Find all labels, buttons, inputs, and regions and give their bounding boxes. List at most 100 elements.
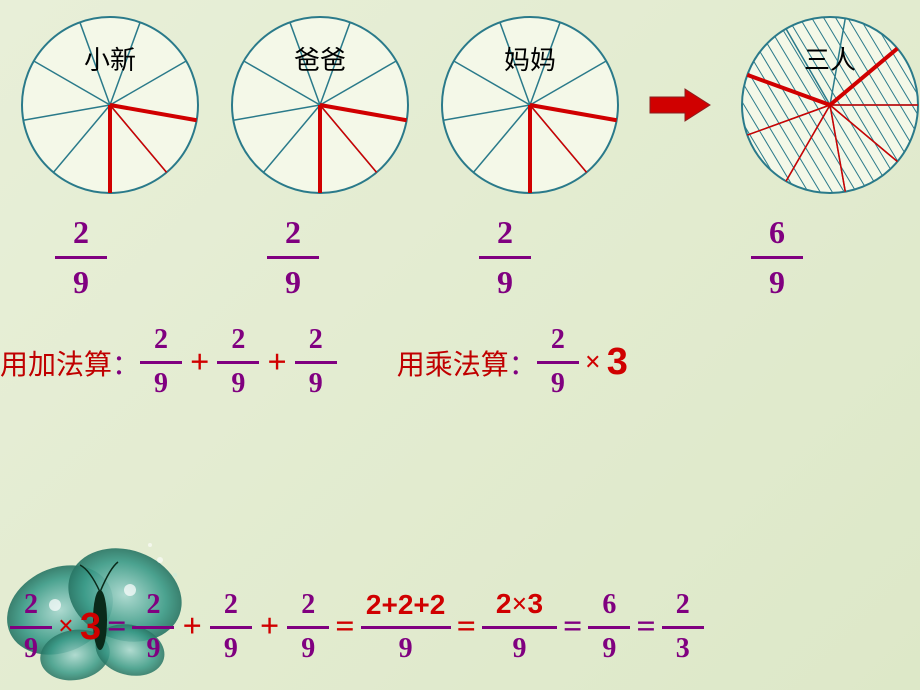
- eq-s2-d: 9: [224, 634, 238, 665]
- add-term-2: 2 9: [217, 325, 259, 400]
- mul-frac: 2 9: [537, 325, 579, 400]
- eq-s1-n: 2: [146, 590, 160, 621]
- eq-sign-1: =: [107, 608, 126, 646]
- frac-3-bar: [479, 256, 531, 259]
- frac-3-den: 9: [497, 265, 513, 300]
- eq-sum-1: 2 9: [132, 590, 174, 665]
- add-t1-n: 2: [154, 325, 168, 356]
- eq-sum-3: 2 9: [287, 590, 329, 665]
- eq-mulnum-n: 2×3: [496, 589, 543, 621]
- frac-2-den: 9: [285, 265, 301, 300]
- add-t3-n: 2: [309, 325, 323, 356]
- frac-3: 2 9: [479, 215, 531, 300]
- eq-plus-1: +: [182, 608, 201, 646]
- frac-1-bar: [55, 256, 107, 259]
- add-t2-n: 2: [231, 325, 245, 356]
- frac-4-num: 6: [769, 215, 785, 250]
- eq-sign-5: =: [636, 608, 655, 646]
- eq-sign-3: =: [457, 608, 476, 646]
- arrow: [645, 85, 715, 125]
- frac-1-den: 9: [73, 265, 89, 300]
- mul-label-text: 用乘法算: [397, 350, 509, 381]
- eq-r1-n: 6: [602, 590, 616, 621]
- eq-lhs-d: 9: [24, 634, 38, 665]
- eq-lhs-n: 2: [24, 590, 38, 621]
- frac-1: 2 9: [55, 215, 107, 300]
- frac-1-num: 2: [73, 215, 89, 250]
- circle-label-4: 三人: [804, 40, 856, 77]
- eq-res1: 6 9: [588, 590, 630, 665]
- circle-1: 小新: [15, 10, 205, 200]
- circle-3: 妈妈: [435, 10, 625, 200]
- frac-4: 6 9: [751, 215, 803, 300]
- eq-s2-bar: [210, 626, 252, 629]
- eq-mulnum: 2×3 9: [482, 589, 557, 665]
- eq-sign-4: =: [563, 608, 582, 646]
- add-label-text: 用加法算: [0, 350, 112, 381]
- eq-mn-d: 9: [512, 634, 526, 665]
- eq-lhs-bar: [10, 626, 52, 629]
- add-t1-bar: [140, 361, 182, 364]
- eq-r1-d: 9: [602, 634, 616, 665]
- eq-s3-bar: [287, 626, 329, 629]
- eq-expanded: 2+2+2 9: [361, 590, 451, 665]
- circle-label-1: 小新: [84, 40, 136, 77]
- method-row: 用加法算： 2 9 + 2 9 + 2 9 用乘法算： 2 9 × 3: [0, 325, 920, 400]
- eq-mn-a: 2: [496, 588, 512, 619]
- eq-s1-bar: [132, 626, 174, 629]
- mul-method-label: 用乘法算：: [397, 343, 537, 383]
- add-method-label: 用加法算：: [0, 343, 140, 383]
- plus-2: +: [267, 344, 286, 382]
- eq-times: ×: [58, 611, 74, 643]
- frac-3-num: 2: [497, 215, 513, 250]
- equation-row: 2 9 × 3 = 2 9 + 2 9 + 2 9 = 2+2+2 9 = 2×…: [10, 589, 704, 665]
- frac-2-bar: [267, 256, 319, 259]
- eq-exp-d: 9: [399, 634, 413, 665]
- eq-exp-n: 2+2+2: [366, 590, 445, 621]
- eq-lhs-frac: 2 9: [10, 590, 52, 665]
- circle-4: 三人: [735, 10, 920, 200]
- add-term-1: 2 9: [140, 325, 182, 400]
- eq-r2-n: 2: [676, 590, 690, 621]
- circles-row: 小新 爸爸 妈妈 三人: [0, 0, 920, 200]
- arrow-svg: [645, 85, 715, 125]
- pie-svg-4: [735, 10, 920, 200]
- plus-1: +: [190, 344, 209, 382]
- pie-svg-2: [225, 10, 415, 200]
- eq-mn-op: ×: [512, 589, 528, 620]
- eq-s3-n: 2: [301, 590, 315, 621]
- pie-svg-3: [435, 10, 625, 200]
- eq-r2-d: 3: [676, 634, 690, 665]
- mul-frac-n: 2: [551, 325, 565, 356]
- eq-exp-bar: [361, 626, 451, 629]
- eq-res2: 2 3: [662, 590, 704, 665]
- pie-svg-1: [15, 10, 205, 200]
- eq-sum-2: 2 9: [210, 590, 252, 665]
- eq-mn-b: 3: [527, 588, 543, 619]
- eq-r1-bar: [588, 626, 630, 629]
- circle-label-3: 妈妈: [504, 40, 556, 77]
- circle-label-2: 爸爸: [294, 40, 346, 77]
- times-sym: ×: [585, 347, 601, 379]
- add-t2-bar: [217, 361, 259, 364]
- mul-frac-d: 9: [551, 369, 565, 400]
- eq-r2-bar: [662, 626, 704, 629]
- frac-4-den: 9: [769, 265, 785, 300]
- circle-2: 爸爸: [225, 10, 415, 200]
- frac-2: 2 9: [267, 215, 319, 300]
- eq-s2-n: 2: [224, 590, 238, 621]
- add-t3-d: 9: [309, 369, 323, 400]
- add-term-3: 2 9: [295, 325, 337, 400]
- mul-int: 3: [607, 341, 628, 384]
- frac-2-num: 2: [285, 215, 301, 250]
- add-t1-d: 9: [154, 369, 168, 400]
- add-t3-bar: [295, 361, 337, 364]
- mul-frac-bar: [537, 361, 579, 364]
- eq-s3-d: 9: [301, 634, 315, 665]
- fraction-row-1: 2 9 2 9 2 9 6 9: [0, 215, 920, 300]
- add-label-colon: ：: [112, 350, 140, 381]
- eq-plus-2: +: [260, 608, 279, 646]
- eq-mn-bar: [482, 626, 557, 629]
- frac-4-bar: [751, 256, 803, 259]
- eq-int: 3: [80, 606, 101, 649]
